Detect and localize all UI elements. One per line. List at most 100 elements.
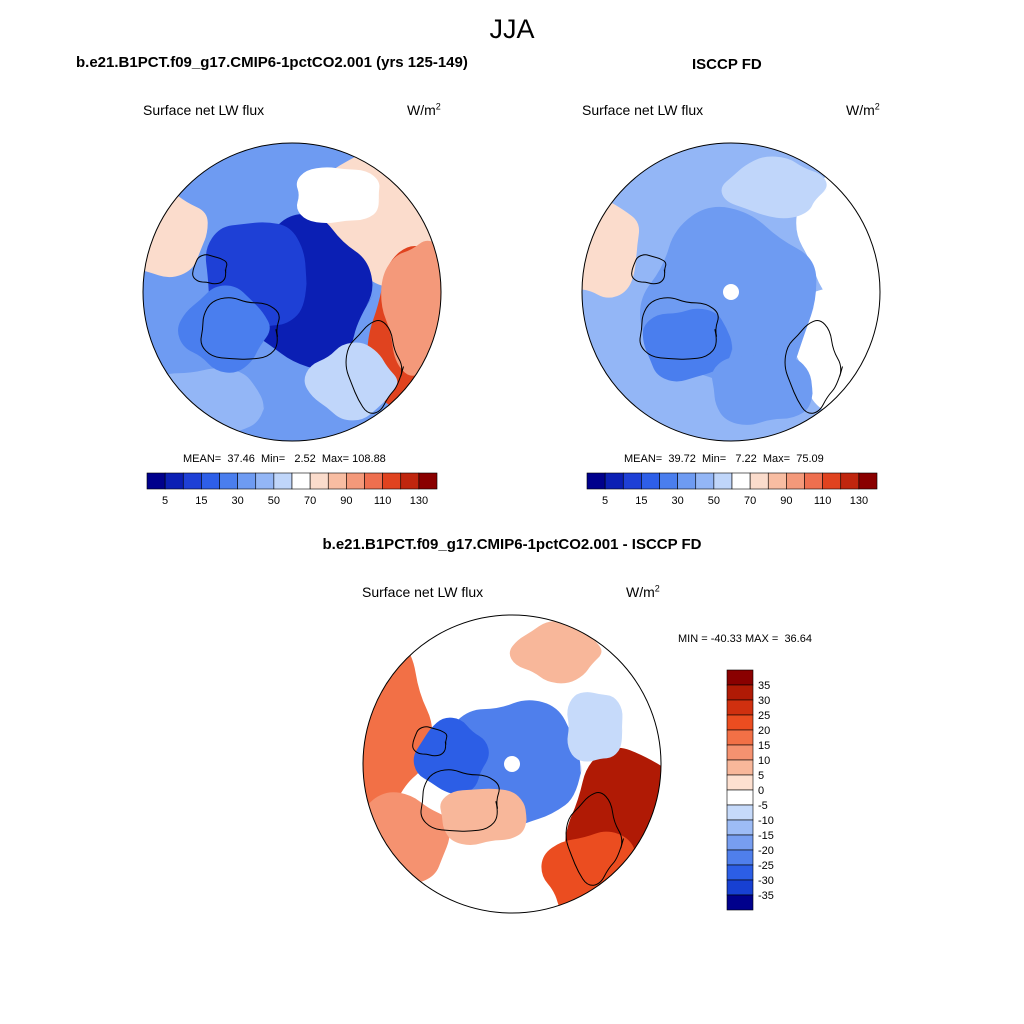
colorbar-box [804, 472, 823, 490]
model-polar-map [143, 143, 441, 441]
colorbar-tick-label: 5 [602, 495, 608, 507]
colorbar-tick-label: 30 [671, 495, 683, 507]
colorbar-box [327, 472, 347, 490]
colorbar-box [677, 472, 697, 490]
colorbar-box [659, 472, 678, 490]
diff-variable-label: Surface net LW flux [362, 584, 484, 600]
colorbar-box [695, 472, 715, 490]
colorbar-tick-label: 50 [268, 495, 280, 507]
map-region-field [413, 717, 491, 795]
colorbar-box [726, 684, 754, 701]
colorbar-box [726, 774, 754, 791]
colorbar-box [255, 472, 275, 490]
colorbar-box [822, 472, 842, 490]
model-colorbar: 5 15 30 50 70 90 110 130 [146, 472, 438, 507]
colorbar-box [622, 472, 642, 490]
colorbar-box [418, 472, 438, 490]
colorbar-tick-label: 15 [195, 495, 207, 507]
colorbar-tick-label: 10 [758, 755, 770, 767]
coastline-greenland [200, 297, 280, 360]
colorbar-tick-label: 15 [758, 740, 770, 752]
colorbar-tick-label: 0 [758, 785, 764, 797]
colorbar-box [726, 834, 754, 851]
colorbar-box [749, 472, 769, 490]
colorbar-box [309, 472, 329, 490]
colorbar-tick-label: -10 [758, 815, 774, 827]
colorbar-box [604, 472, 624, 490]
obs-variable-label: Surface net LW flux [582, 102, 704, 118]
colorbar-tick-label: 110 [374, 495, 392, 507]
colorbar-tick-label: 130 [850, 495, 868, 507]
obs-polar-map [582, 143, 880, 441]
coastline-scandinavia [565, 792, 624, 886]
colorbar-box [346, 472, 365, 490]
map-region-field [296, 167, 380, 224]
colorbar-box [726, 744, 754, 761]
colorbar-box [726, 819, 754, 836]
colorbar-box [641, 472, 660, 490]
colorbar-tick-label: 5 [758, 770, 764, 782]
colorbar-box [382, 472, 402, 490]
colorbar-box [146, 472, 166, 490]
colorbar-box [726, 789, 754, 806]
colorbar-box [840, 472, 860, 490]
pole-hole [504, 756, 520, 772]
map-boundary [362, 614, 662, 914]
colorbar-box [858, 472, 878, 490]
colorbar-tick-label: 5 [162, 495, 168, 507]
colorbar-tick-label: 90 [780, 495, 792, 507]
map-region-north-atlantic-pacific-margins [143, 186, 208, 278]
model-units-label: W/m2 [407, 101, 441, 118]
colorbar-box [713, 472, 733, 490]
colorbar-tick-label: 110 [814, 495, 832, 507]
coastline-scandinavia [784, 320, 843, 414]
model-variable-label: Surface net LW flux [143, 102, 265, 118]
colorbar-tick-label: -5 [758, 800, 768, 812]
coastline-archipelago [631, 254, 667, 285]
obs-stats: MEAN= 39.72 Min= 7.22 Max= 75.09 [624, 453, 824, 465]
colorbar-tick-label: 50 [708, 495, 720, 507]
colorbar-box [726, 759, 754, 776]
colorbar-box [726, 729, 754, 746]
diff-units-label: W/m2 [626, 583, 660, 600]
colorbar-tick-label: 25 [758, 710, 770, 722]
coastline-scandinavia [345, 320, 404, 414]
colorbar-box [786, 472, 805, 490]
colorbar-box [726, 804, 754, 821]
model-panel-title: b.e21.B1PCT.f09_g17.CMIP6-1pctCO2.001 (y… [76, 54, 468, 71]
colorbar-box [726, 849, 754, 866]
map-region-field [711, 354, 813, 425]
colorbar-tick-label: 70 [744, 495, 756, 507]
colorbar-box [726, 864, 754, 881]
map-region-field [304, 342, 401, 421]
colorbar-box [201, 472, 220, 490]
map-region-greenland [582, 194, 640, 298]
colorbar-tick-label: -15 [758, 830, 774, 842]
map-region-field [642, 308, 733, 382]
map-region-field [721, 156, 829, 219]
colorbar-box [586, 472, 606, 490]
obs-units-label: W/m2 [846, 101, 880, 118]
coastline-greenland [420, 769, 500, 832]
map-region-field [567, 692, 623, 762]
coastline-archipelago [192, 254, 228, 285]
map-boundary [142, 142, 442, 442]
colorbar-tick-label: 15 [635, 495, 647, 507]
obs-colorbar: 5 15 30 50 70 90 110 130 [586, 472, 878, 507]
colorbar-tick-label: 90 [340, 495, 352, 507]
map-region-field [509, 620, 605, 684]
colorbar-box [182, 472, 202, 490]
colorbar-tick-label: 35 [758, 680, 770, 692]
colorbar-box [726, 879, 754, 896]
colorbar-box [726, 669, 754, 686]
pole-hole [723, 284, 739, 300]
colorbar-box [726, 894, 754, 911]
colorbar-box [400, 472, 420, 490]
colorbar-box [726, 714, 754, 731]
map-boundary [581, 142, 881, 442]
diff-panel-title: b.e21.B1PCT.f09_g17.CMIP6-1pctCO2.001 - … [322, 536, 702, 553]
map-region-arctic-ocean [796, 156, 880, 310]
colorbar-tick-label: 130 [410, 495, 428, 507]
colorbar-tick-label: 20 [758, 725, 770, 737]
model-stats: MEAN= 37.46 Min= 2.52 Max= 108.88 [183, 453, 386, 465]
